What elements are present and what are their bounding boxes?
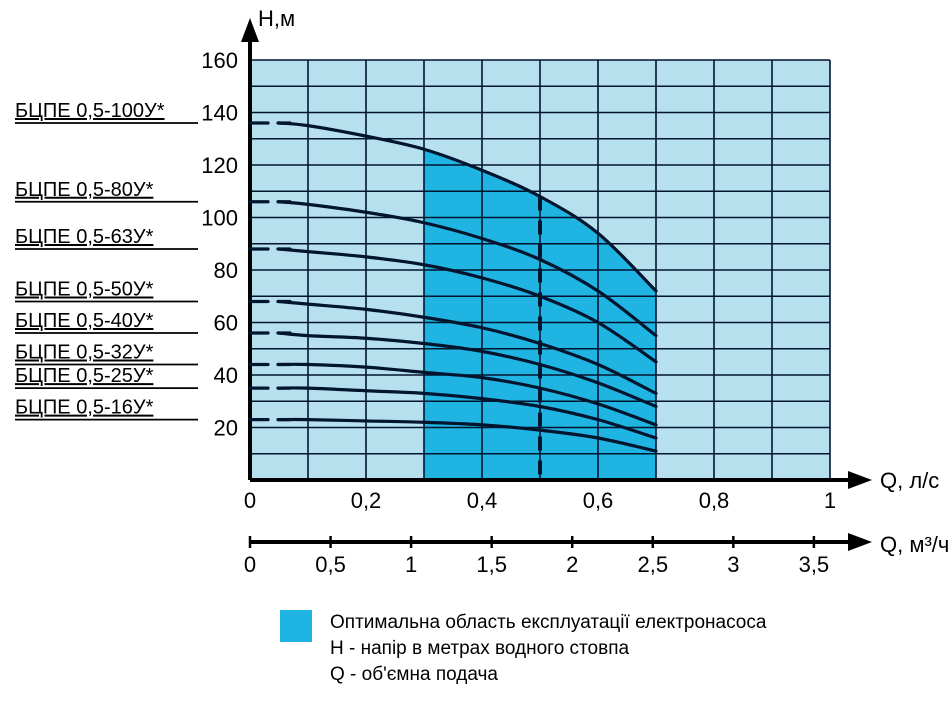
svg-text:1: 1 bbox=[824, 488, 836, 513]
svg-text:0,4: 0,4 bbox=[467, 488, 498, 513]
svg-text:3: 3 bbox=[727, 552, 739, 577]
series-label: БЦПЕ 0,5-63У* bbox=[15, 226, 154, 248]
svg-text:1,5: 1,5 bbox=[476, 552, 507, 577]
svg-text:2,5: 2,5 bbox=[637, 552, 668, 577]
svg-text:100: 100 bbox=[201, 206, 238, 231]
svg-text:0: 0 bbox=[244, 488, 256, 513]
svg-text:Н,м: Н,м bbox=[258, 6, 295, 31]
series-label: БЦПЕ 0,5-100У* bbox=[15, 100, 165, 122]
series-label: БЦПЕ 0,5-16У* bbox=[15, 397, 154, 419]
series-label: БЦПЕ 0,5-32У* bbox=[15, 342, 154, 364]
svg-text:Q, м³/ч: Q, м³/ч bbox=[880, 532, 948, 557]
series-label: БЦПЕ 0,5-25У* bbox=[15, 365, 154, 387]
svg-text:160: 160 bbox=[201, 48, 238, 73]
legend-line-3: Q - об'ємна подача bbox=[330, 662, 766, 688]
svg-text:0,5: 0,5 bbox=[315, 552, 346, 577]
legend-line-2: Н - напір в метрах водного стовпа bbox=[330, 636, 766, 662]
svg-text:60: 60 bbox=[214, 311, 238, 336]
svg-text:0,8: 0,8 bbox=[699, 488, 730, 513]
svg-text:2: 2 bbox=[566, 552, 578, 577]
series-label: БЦПЕ 0,5-50У* bbox=[15, 279, 154, 301]
legend: Оптимальна область експлуатації електрон… bbox=[280, 610, 766, 688]
svg-text:1: 1 bbox=[405, 552, 417, 577]
chart-canvas: 20406080100120140160Н,м00,20,40,60,81Q, … bbox=[0, 0, 948, 600]
svg-text:0,6: 0,6 bbox=[583, 488, 614, 513]
svg-text:Q, л/с: Q, л/с bbox=[880, 468, 939, 493]
svg-text:0: 0 bbox=[244, 552, 256, 577]
svg-text:20: 20 bbox=[214, 416, 238, 441]
svg-text:80: 80 bbox=[214, 258, 238, 283]
svg-text:120: 120 bbox=[201, 153, 238, 178]
legend-swatch bbox=[280, 610, 312, 642]
svg-text:3,5: 3,5 bbox=[799, 552, 830, 577]
svg-text:140: 140 bbox=[201, 101, 238, 126]
svg-text:40: 40 bbox=[214, 363, 238, 388]
series-label: БЦПЕ 0,5-40У* bbox=[15, 310, 154, 332]
svg-text:0,2: 0,2 bbox=[351, 488, 382, 513]
pump-chart: { "chart": { "type": "line", "background… bbox=[0, 0, 948, 709]
legend-line-1: Оптимальна область експлуатації електрон… bbox=[330, 610, 766, 636]
series-label: БЦПЕ 0,5-80У* bbox=[15, 179, 154, 201]
